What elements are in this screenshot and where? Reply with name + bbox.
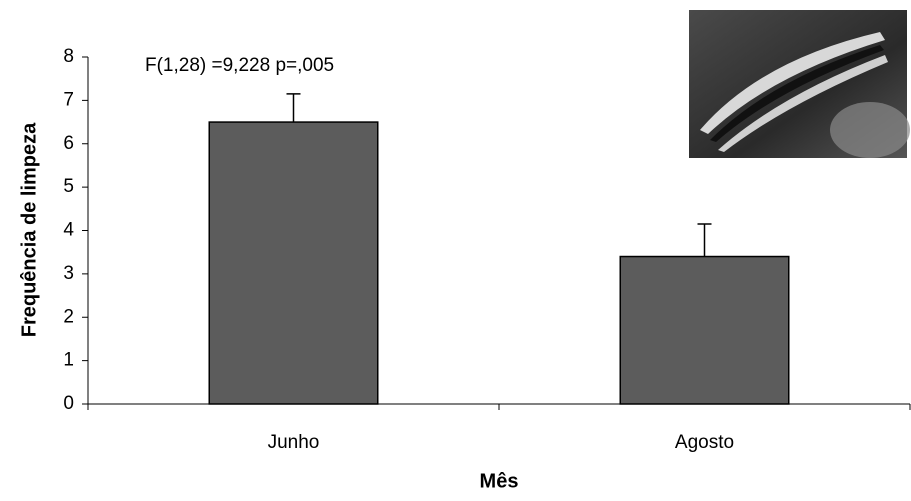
annotation: F(1,28) =9,228 p=,005 [145, 55, 334, 76]
y-tick-label: 2 [63, 306, 74, 327]
y-tick-label: 7 [63, 89, 74, 110]
bar [208, 121, 379, 405]
x-axis-title: Mês [480, 470, 519, 492]
y-tick-label: 0 [63, 393, 74, 414]
error-bar [697, 223, 712, 257]
photo-inset [689, 10, 910, 158]
x-tick-label: Junho [268, 432, 320, 453]
error-bar [286, 93, 301, 123]
x-tick-label: Agosto [675, 432, 734, 453]
y-tick-label: 1 [63, 350, 74, 371]
y-axis-title: Frequência de limpeza [18, 122, 40, 337]
y-tick-label: 5 [63, 176, 74, 197]
y-tick-label: 3 [63, 263, 74, 284]
bar [619, 255, 790, 405]
y-tick-label: 4 [63, 220, 74, 241]
y-tick-label: 6 [63, 133, 74, 154]
y-tick-label: 8 [63, 46, 74, 67]
